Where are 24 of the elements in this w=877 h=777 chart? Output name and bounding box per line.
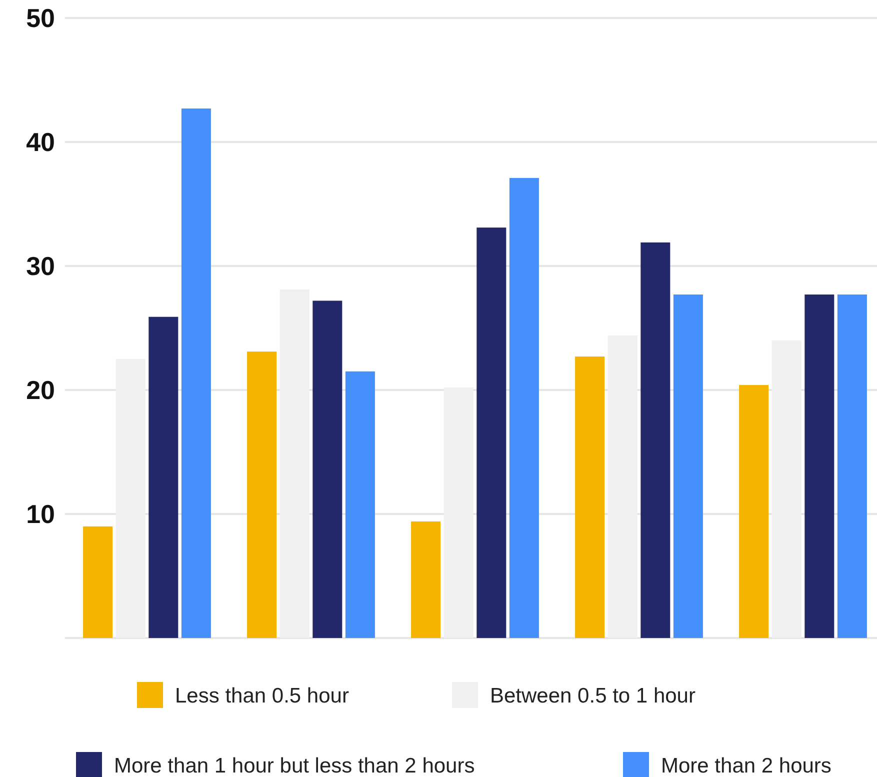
bar	[181, 108, 211, 638]
y-tick-label: 10	[26, 499, 55, 530]
bar	[509, 178, 539, 638]
bar	[739, 385, 769, 638]
bar	[148, 316, 178, 638]
bar	[837, 294, 867, 638]
bar	[411, 521, 441, 638]
bar	[575, 356, 605, 638]
legend-label: Between 0.5 to 1 hour	[490, 684, 696, 708]
bar	[673, 294, 703, 638]
bar	[345, 371, 375, 638]
legend-label: Less than 0.5 hour	[175, 684, 349, 708]
bar	[83, 526, 113, 638]
bar	[476, 228, 506, 638]
bar	[312, 300, 342, 638]
legend-label: More than 1 hour but less than 2 hours	[114, 754, 475, 777]
y-tick-label: 50	[26, 3, 55, 34]
legend-label: More than 2 hours	[661, 754, 832, 777]
bar	[247, 352, 277, 638]
y-tick-label: 20	[26, 375, 55, 406]
bar	[804, 294, 834, 638]
y-tick-label: 30	[26, 251, 55, 282]
y-tick-label: 40	[26, 127, 55, 158]
bar	[640, 242, 670, 638]
